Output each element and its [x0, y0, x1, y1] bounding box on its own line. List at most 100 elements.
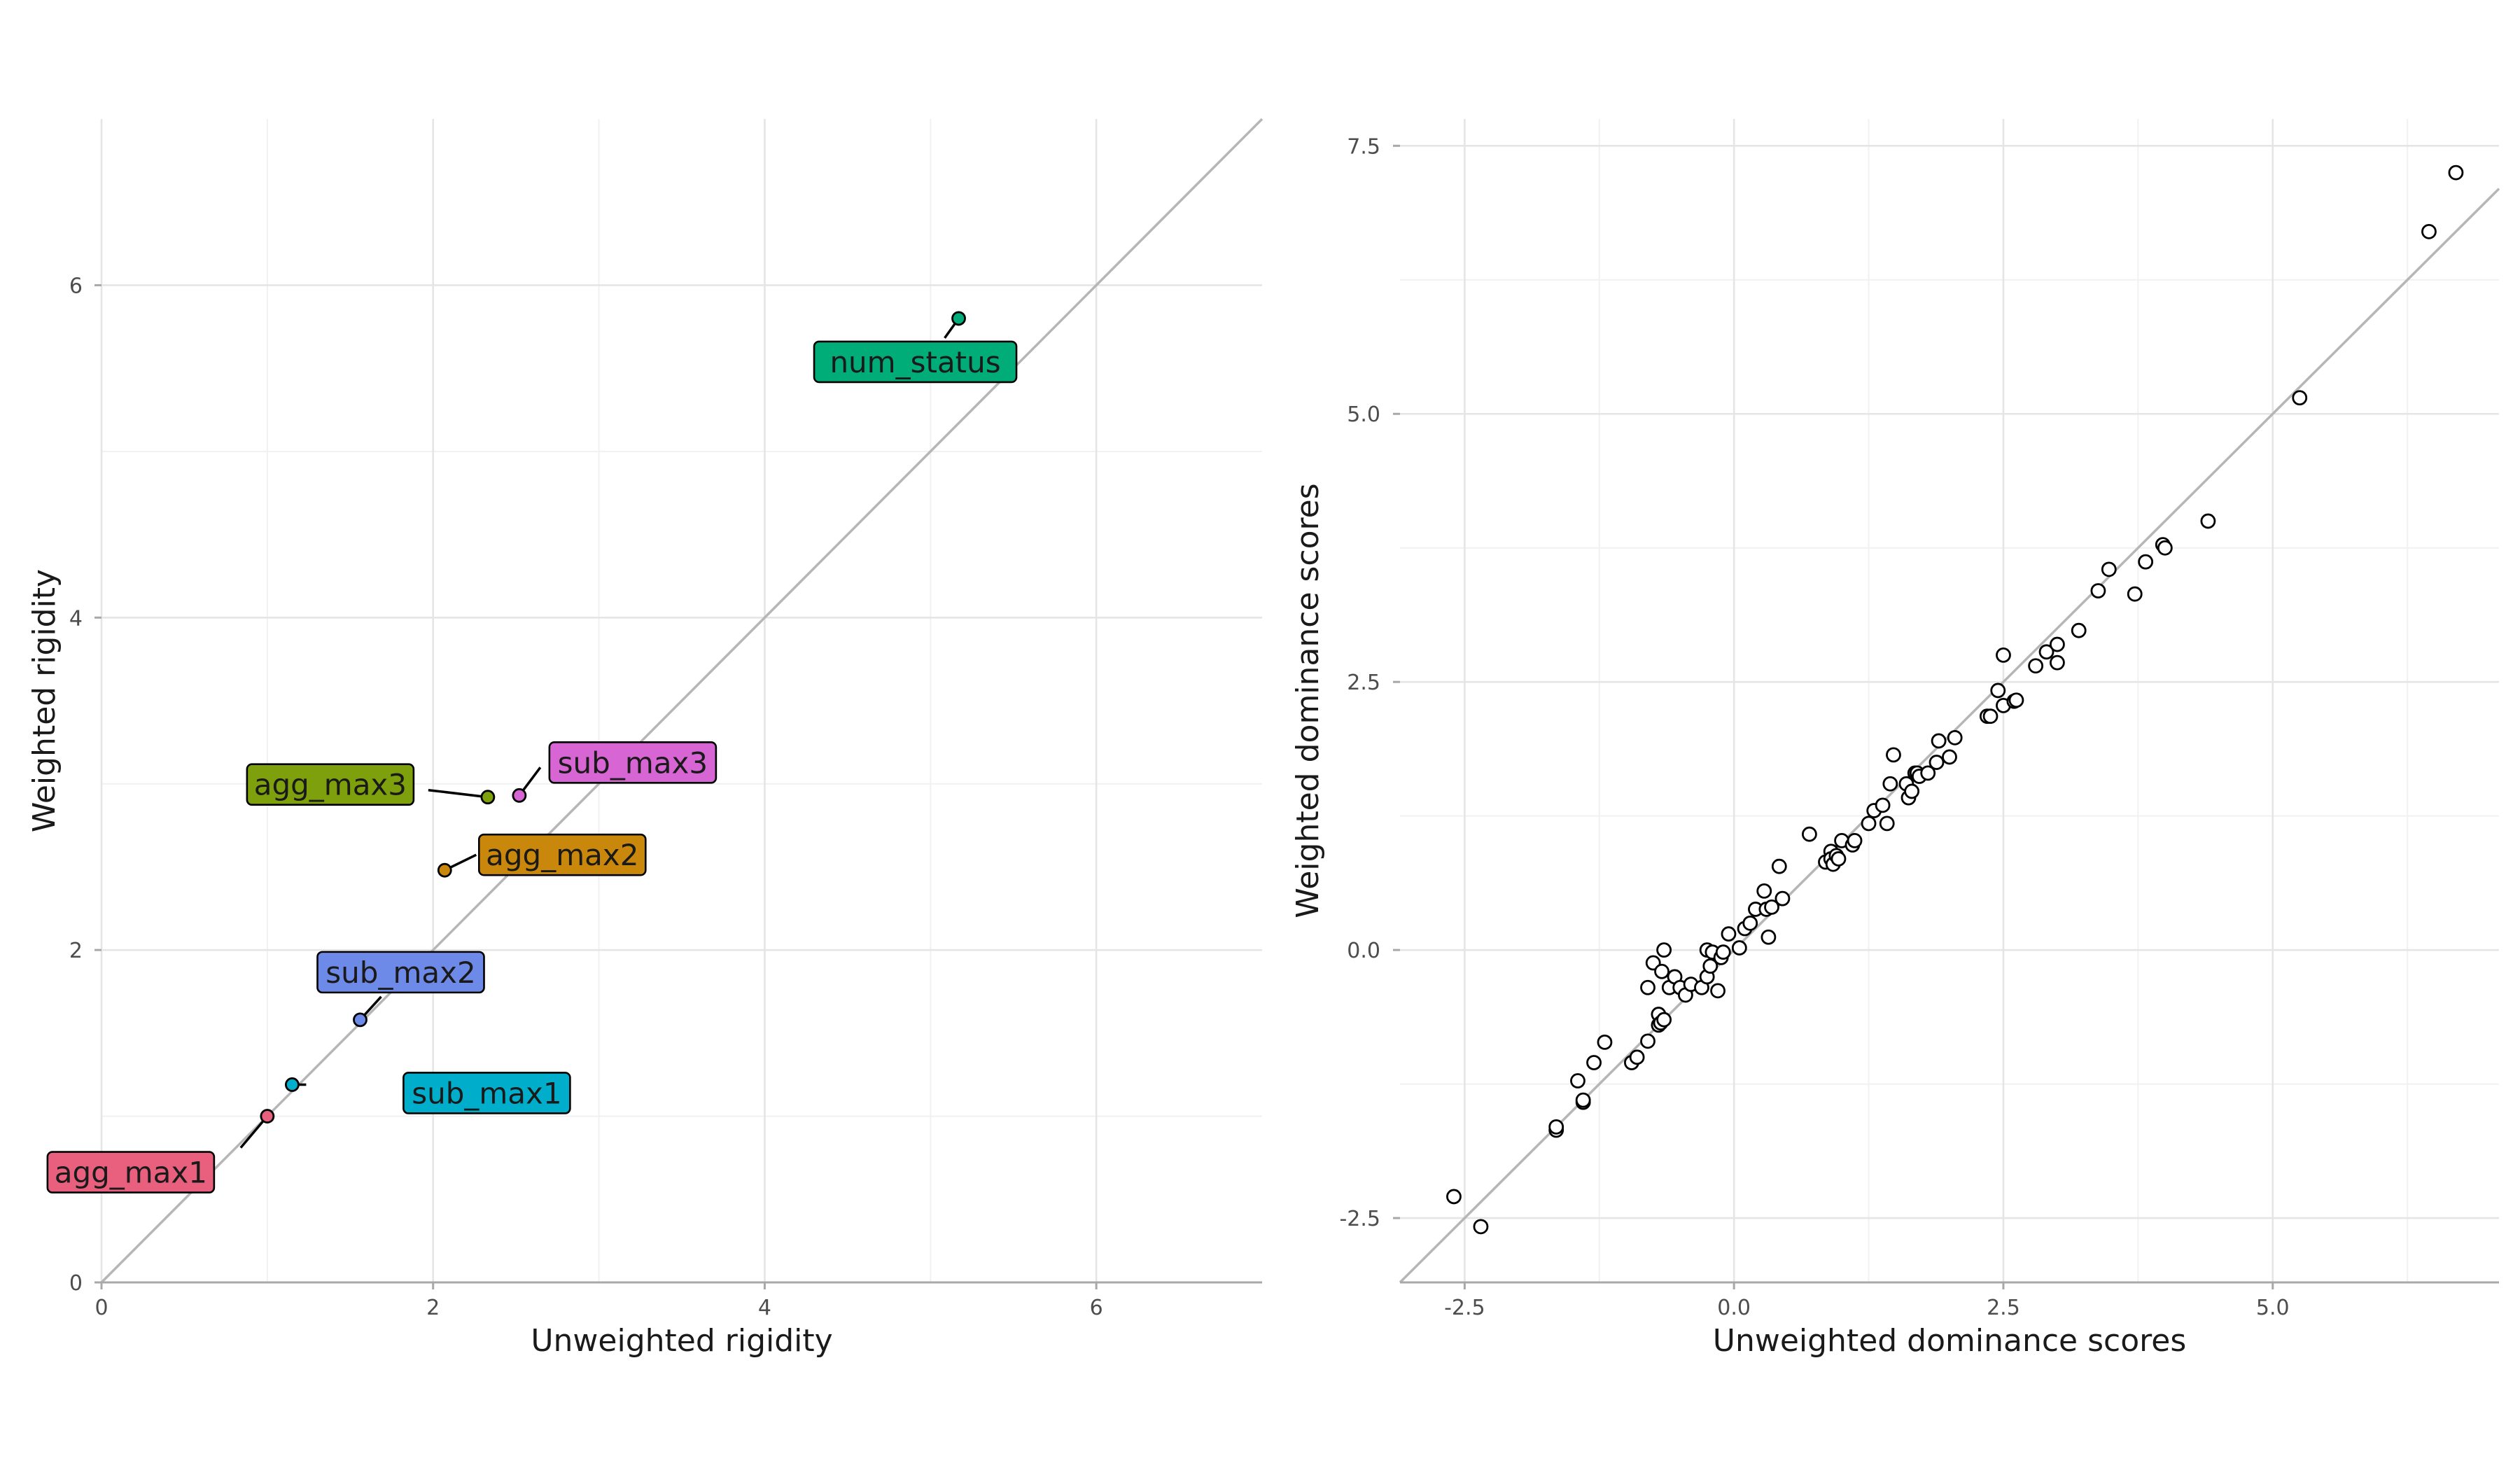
- data-point: [1904, 783, 1920, 799]
- label-box: [46, 1151, 216, 1194]
- x-tick-label: 2: [426, 1296, 440, 1320]
- label-text: agg_max1: [55, 1156, 207, 1190]
- y-tick-label: 2.5: [1347, 671, 1380, 695]
- point-label-sub-max1: sub_max1: [402, 1072, 571, 1114]
- data-point: [1982, 708, 1998, 724]
- data-point: [2292, 390, 2308, 406]
- label-box: [402, 1072, 571, 1114]
- point-label-agg-max1: agg_max1: [46, 1151, 216, 1194]
- x-tick-label: 6: [1090, 1296, 1103, 1320]
- x-axis-title: Unweighted dominance scores: [1713, 1323, 2187, 1359]
- label-text: sub_max1: [412, 1076, 561, 1110]
- data-point: [2090, 583, 2106, 598]
- y-tick-label: 5.0: [1347, 402, 1380, 427]
- data-point: [2421, 223, 2437, 239]
- y-tick-label: 0.0: [1347, 939, 1380, 963]
- data-point: [1947, 729, 1963, 746]
- data-point: [1931, 733, 1947, 749]
- data-point: [1731, 940, 1747, 955]
- label-text: num_status: [830, 345, 1000, 379]
- y-tick-label: 0: [69, 1271, 83, 1296]
- label-text: sub_max2: [326, 955, 475, 990]
- data-point: [1875, 797, 1891, 813]
- dominance-scatter-panel: -2.5 0.0 2.5 5.0 -2.5 0.0 2.5 5.0 7.5 Unweighted …: [1290, 119, 2500, 1359]
- x-tick-label: -2.5: [1444, 1296, 1485, 1320]
- identity-reference-line: [100, 118, 1264, 1284]
- label-text: sub_max3: [558, 746, 708, 780]
- data-point: [353, 1012, 368, 1028]
- data-point: [1575, 1092, 1591, 1108]
- data-point: [1996, 647, 2011, 663]
- y-axis-title: Weighted rigidity: [27, 569, 62, 832]
- data-point: [1774, 890, 1791, 906]
- data-point: [1760, 929, 1777, 945]
- data-point: [1715, 944, 1731, 960]
- data-point: [1742, 915, 1758, 931]
- x-tick-label: 2.5: [1987, 1296, 2020, 1320]
- data-point: [2071, 622, 2087, 638]
- data-point: [1879, 816, 1895, 832]
- y-tick-label: 6: [69, 274, 83, 298]
- data-point: [1597, 1034, 1613, 1050]
- data-point: [1990, 682, 2006, 699]
- rigidity-scatter-panel: 0 2 4 6 0 2 4 6 Unweighted rigidity Weighted rigi…: [27, 118, 1264, 1359]
- label-box: [477, 833, 647, 876]
- x-axis-title: Unweighted rigidity: [531, 1323, 832, 1359]
- data-point: [1882, 776, 1898, 792]
- label-box: [246, 763, 415, 806]
- data-point: [1802, 826, 1817, 842]
- data-point: [2127, 586, 2143, 602]
- data-point: [1710, 983, 1726, 999]
- data-point: [2101, 561, 2117, 578]
- point-label-agg-max2: agg_max2: [477, 833, 647, 876]
- data-point: [480, 790, 496, 805]
- y-tick-label: -2.5: [1339, 1207, 1380, 1231]
- data-point: [2008, 692, 2024, 708]
- x-tick-label: 0: [94, 1296, 108, 1320]
- data-point: [1771, 858, 1787, 874]
- data-point: [1586, 1055, 1602, 1070]
- y-tick-label: 7.5: [1347, 134, 1380, 159]
- data-point: [437, 862, 452, 878]
- x-tick-label: 5.0: [2256, 1296, 2290, 1320]
- data-point: [512, 788, 527, 803]
- point-label-sub-max3: sub_max3: [548, 741, 718, 784]
- data-point: [1656, 1011, 1672, 1028]
- data-point: [2157, 540, 2173, 556]
- y-axis-title: Weighted dominance scores: [1290, 483, 1326, 918]
- data-point: [1548, 1119, 1564, 1135]
- data-point: [2050, 654, 2065, 671]
- data-point: [1629, 1049, 1645, 1065]
- data-point: [2138, 554, 2154, 570]
- data-point: [1928, 755, 1945, 770]
- data-point: [2028, 658, 2044, 674]
- data-point: [284, 1077, 300, 1092]
- label-box: [316, 951, 485, 994]
- data-point: [2200, 513, 2216, 529]
- data-point: [1446, 1189, 1462, 1205]
- data-point: [2038, 644, 2054, 660]
- label-box: [548, 741, 718, 784]
- data-point: [1942, 749, 1957, 765]
- data-point: [1861, 816, 1877, 832]
- y-tick-label: 2: [69, 939, 83, 963]
- data-point: [260, 1109, 275, 1124]
- point-label-num-status: num_status: [813, 340, 1018, 384]
- data-point: [1721, 926, 1737, 942]
- data-point: [1920, 765, 1936, 781]
- data-point: [1640, 1033, 1656, 1049]
- data-point: [1756, 883, 1772, 899]
- x-tick-label: 4: [758, 1296, 771, 1320]
- data-point: [1640, 979, 1656, 995]
- data-point: [2448, 164, 2464, 181]
- label-leader-line: [428, 788, 489, 799]
- data-point: [1886, 747, 1901, 763]
- data-point: [951, 311, 966, 326]
- point-label-agg-max3: agg_max3: [246, 763, 415, 806]
- data-point: [1847, 832, 1863, 848]
- label-text: agg_max3: [254, 768, 407, 802]
- label-text: agg_max2: [486, 838, 638, 872]
- data-point: [1570, 1073, 1586, 1088]
- data-point: [2050, 636, 2065, 652]
